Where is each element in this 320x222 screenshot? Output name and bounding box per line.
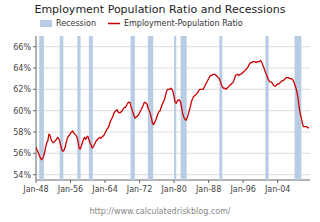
x-axis-line [36, 180, 310, 181]
grid-line [36, 89, 310, 90]
legend-swatch [40, 20, 52, 27]
x-tick-label: Jan-64 [91, 185, 117, 194]
y-tick-label: 64% [13, 64, 31, 73]
x-tick-label: Jan-56 [57, 185, 83, 194]
legend-label: Employment-Population Ratio [124, 19, 243, 28]
grid [36, 47, 310, 175]
x-tick [243, 180, 244, 183]
line [36, 61, 309, 160]
x-tick [36, 180, 37, 183]
recession-band [174, 36, 176, 180]
y-tick-label: 58% [13, 128, 31, 137]
x-tick [139, 180, 140, 183]
y-tick-label: 56% [13, 149, 31, 158]
legend-label: Recession [56, 19, 96, 28]
grid-line [36, 110, 310, 111]
x-tick-label: Jan-72 [126, 185, 152, 194]
x-tick-label: Jan-88 [195, 185, 221, 194]
subtitle: http://www.calculatedriskblog.com/ [89, 207, 230, 216]
recession-band [89, 36, 93, 180]
y-axis-line [36, 36, 37, 180]
grid-line [36, 68, 310, 69]
x-tick [105, 180, 106, 183]
grid-line [36, 153, 310, 154]
y-tick-label: 54% [13, 171, 31, 180]
x-tick-label: Jan-96 [229, 185, 255, 194]
recession-band [295, 36, 302, 180]
legend: Recession Employment-Population Ratio [40, 19, 243, 28]
x-tick-label: Jan-80 [160, 185, 186, 194]
grid-line [36, 46, 310, 47]
x-tick-label: Jan-04 [264, 185, 290, 194]
grid-line [36, 132, 310, 133]
y-tick-label: 66% [13, 43, 31, 52]
chart: Employment Population Ratio and Recessio… [0, 0, 320, 222]
recession-band [219, 36, 222, 180]
x-tick-label: Jan-48 [22, 185, 48, 194]
recession-band [60, 36, 64, 180]
x-tick [70, 180, 71, 183]
y-tick-label: 60% [13, 107, 31, 116]
y-tick-label: 62% [13, 85, 31, 94]
x-tick [208, 180, 209, 183]
recession-band [265, 36, 268, 180]
x-tick [174, 180, 175, 183]
title: Employment Population Ratio and Recessio… [34, 3, 285, 16]
legend-swatch [108, 23, 120, 25]
axes: 54% 56% 58% 60% 62% 64% 66% Jan-48 Jan-56 Jan-64 J… [13, 36, 310, 194]
recession-band [77, 36, 80, 180]
plot-area [36, 36, 309, 180]
grid-line [36, 174, 310, 175]
x-tick [277, 180, 278, 183]
